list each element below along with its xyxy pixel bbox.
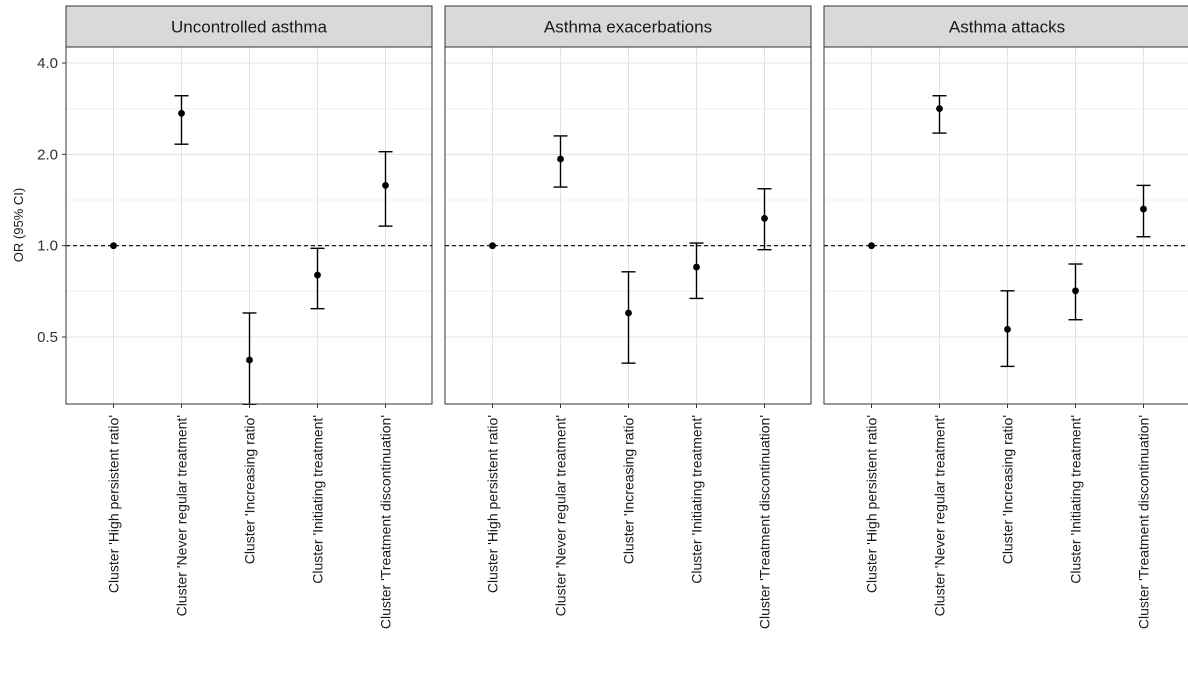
x-tick-label: Cluster 'Never regular treatment' bbox=[932, 415, 948, 616]
x-tick-label: Cluster 'Never regular treatment' bbox=[553, 415, 569, 616]
data-point bbox=[246, 356, 253, 364]
x-tick-label: Cluster 'Initiating treatment' bbox=[689, 415, 705, 584]
facet-strip bbox=[444, 5, 812, 48]
x-tick-label: Cluster 'Increasing ratio' bbox=[242, 415, 258, 564]
data-point bbox=[868, 242, 875, 250]
data-point bbox=[1140, 205, 1147, 213]
data-point bbox=[625, 309, 632, 317]
data-point bbox=[489, 242, 496, 250]
facet-strip bbox=[823, 5, 1188, 48]
x-tick-label: Cluster 'High persistent ratio' bbox=[864, 415, 880, 593]
data-point bbox=[178, 109, 185, 117]
data-point bbox=[382, 181, 389, 189]
facet-title: Asthma exacerbations bbox=[544, 18, 712, 37]
x-tick-label: Cluster 'Treatment discontinuation' bbox=[378, 415, 394, 629]
x-tick-label: Cluster 'Treatment discontinuation' bbox=[757, 415, 773, 629]
data-point bbox=[693, 263, 700, 271]
y-tick-label: 2.0 bbox=[37, 146, 58, 163]
x-tick-label: Cluster 'Initiating treatment' bbox=[310, 415, 326, 584]
data-point bbox=[110, 242, 117, 250]
facet-title: Asthma attacks bbox=[949, 18, 1065, 37]
x-tick-label: Cluster 'Never regular treatment' bbox=[174, 415, 190, 616]
data-point bbox=[936, 105, 943, 112]
facet-strip bbox=[65, 5, 433, 48]
x-tick-label: Cluster 'High persistent ratio' bbox=[106, 415, 122, 593]
data-point bbox=[1004, 325, 1011, 333]
data-point bbox=[557, 155, 564, 163]
data-point bbox=[761, 214, 768, 222]
y-tick-label: 4.0 bbox=[37, 55, 58, 72]
x-tick-label: Cluster 'Increasing ratio' bbox=[621, 415, 637, 564]
panel-background bbox=[824, 47, 1188, 404]
data-point bbox=[1072, 287, 1079, 295]
x-tick-label: Cluster 'Increasing ratio' bbox=[1000, 415, 1016, 564]
y-tick-label: 0.5 bbox=[37, 329, 58, 346]
facet-title: Uncontrolled asthma bbox=[171, 18, 327, 37]
data-point bbox=[314, 271, 321, 279]
y-axis-label: OR (95% CI) bbox=[11, 188, 26, 262]
x-tick-label: Cluster 'High persistent ratio' bbox=[485, 415, 501, 593]
x-tick-label: Cluster 'Treatment discontinuation' bbox=[1136, 415, 1152, 629]
x-tick-label: Cluster 'Initiating treatment' bbox=[1068, 415, 1084, 584]
y-tick-label: 1.0 bbox=[37, 238, 58, 255]
